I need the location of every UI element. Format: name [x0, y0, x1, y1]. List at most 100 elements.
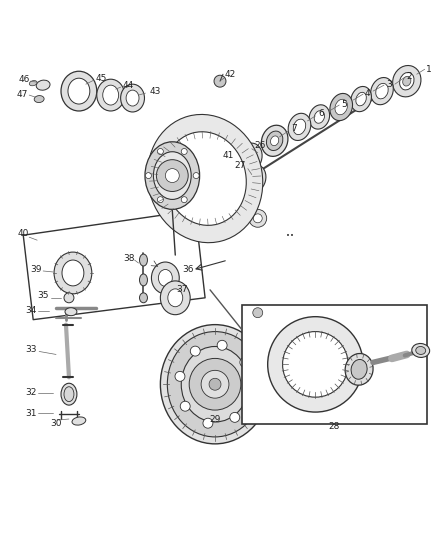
Ellipse shape: [244, 150, 256, 165]
Ellipse shape: [356, 92, 366, 106]
Text: 37: 37: [177, 285, 188, 294]
Circle shape: [209, 378, 221, 390]
Text: 3: 3: [386, 79, 392, 88]
Text: 41: 41: [222, 151, 233, 160]
Circle shape: [245, 359, 255, 369]
Ellipse shape: [271, 136, 279, 146]
Ellipse shape: [148, 115, 263, 243]
Text: 45: 45: [95, 74, 106, 83]
Circle shape: [180, 401, 190, 411]
Ellipse shape: [392, 66, 421, 97]
Text: 44: 44: [123, 80, 134, 90]
Circle shape: [165, 168, 179, 182]
Circle shape: [214, 75, 226, 87]
Circle shape: [283, 332, 348, 397]
Ellipse shape: [249, 171, 261, 186]
Ellipse shape: [153, 152, 191, 199]
Ellipse shape: [237, 143, 262, 172]
Text: 42: 42: [224, 70, 236, 79]
Bar: [242, 305, 427, 424]
Text: 36: 36: [183, 265, 194, 274]
Ellipse shape: [145, 142, 200, 209]
Circle shape: [175, 372, 185, 381]
Circle shape: [190, 346, 200, 356]
Ellipse shape: [36, 80, 50, 90]
Circle shape: [145, 173, 152, 179]
Text: 1: 1: [426, 64, 431, 74]
Ellipse shape: [72, 417, 86, 425]
Circle shape: [258, 377, 272, 391]
Ellipse shape: [266, 131, 283, 150]
Ellipse shape: [330, 93, 353, 120]
Ellipse shape: [416, 346, 426, 354]
Text: 33: 33: [25, 345, 37, 354]
Circle shape: [181, 149, 187, 155]
Circle shape: [217, 341, 227, 350]
Circle shape: [253, 308, 263, 318]
Circle shape: [64, 293, 74, 303]
Text: 30: 30: [50, 418, 62, 427]
Text: 4: 4: [364, 88, 370, 98]
Circle shape: [157, 149, 163, 155]
Ellipse shape: [140, 274, 148, 286]
Text: 38: 38: [123, 254, 134, 263]
Ellipse shape: [168, 289, 183, 307]
Circle shape: [157, 197, 163, 203]
Ellipse shape: [29, 80, 37, 86]
Text: 27: 27: [234, 161, 246, 170]
Circle shape: [240, 357, 250, 367]
Ellipse shape: [164, 132, 246, 225]
Ellipse shape: [335, 99, 347, 115]
Polygon shape: [23, 211, 205, 320]
Ellipse shape: [126, 90, 139, 106]
Ellipse shape: [253, 214, 262, 223]
Circle shape: [268, 317, 363, 412]
Ellipse shape: [309, 105, 330, 129]
Ellipse shape: [345, 353, 373, 385]
Ellipse shape: [250, 357, 279, 411]
Text: 43: 43: [150, 87, 161, 95]
Ellipse shape: [376, 83, 388, 99]
Circle shape: [156, 160, 188, 191]
Ellipse shape: [314, 111, 325, 123]
Circle shape: [201, 370, 229, 398]
Ellipse shape: [140, 254, 148, 266]
Ellipse shape: [412, 343, 430, 358]
Circle shape: [189, 358, 241, 410]
Text: 34: 34: [25, 306, 37, 315]
Ellipse shape: [293, 119, 306, 135]
Text: 26: 26: [254, 141, 265, 150]
Text: ••: ••: [286, 233, 293, 239]
Circle shape: [203, 418, 213, 428]
Ellipse shape: [257, 367, 273, 401]
Text: 31: 31: [25, 409, 37, 417]
Ellipse shape: [238, 184, 258, 208]
Ellipse shape: [371, 77, 393, 104]
Text: 35: 35: [37, 292, 49, 300]
Ellipse shape: [62, 260, 84, 286]
Text: 2: 2: [406, 72, 412, 80]
Ellipse shape: [160, 281, 190, 314]
Text: 7: 7: [292, 124, 297, 133]
Ellipse shape: [181, 346, 249, 422]
Text: 28: 28: [328, 423, 340, 432]
Ellipse shape: [351, 359, 367, 379]
Text: 47: 47: [17, 90, 28, 99]
Ellipse shape: [160, 325, 270, 444]
Ellipse shape: [243, 190, 253, 203]
Text: 32: 32: [25, 387, 37, 397]
Ellipse shape: [64, 387, 74, 402]
Ellipse shape: [120, 84, 145, 112]
Circle shape: [268, 388, 277, 396]
Ellipse shape: [249, 209, 267, 227]
Ellipse shape: [159, 270, 172, 286]
Text: 39: 39: [30, 265, 42, 274]
Circle shape: [193, 173, 199, 179]
Ellipse shape: [261, 125, 288, 156]
Text: 5: 5: [341, 100, 347, 109]
Ellipse shape: [103, 85, 119, 105]
Ellipse shape: [54, 252, 92, 294]
Ellipse shape: [65, 308, 77, 316]
Ellipse shape: [403, 76, 411, 86]
Ellipse shape: [97, 79, 124, 111]
